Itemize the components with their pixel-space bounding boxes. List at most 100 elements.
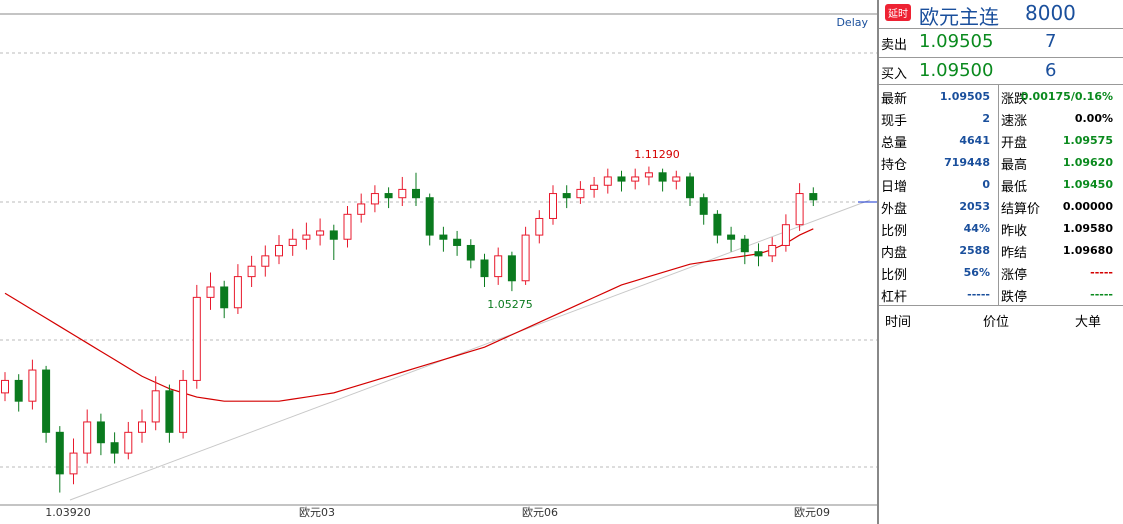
candle-body: [590, 184, 599, 190]
candle-body: [781, 224, 790, 246]
candle-body: [302, 234, 311, 240]
candle-body: [466, 244, 475, 261]
stat-label: 最新: [881, 92, 908, 107]
stat-label: 持仓: [881, 158, 908, 173]
stat-label: 结算价: [1001, 202, 1041, 217]
stat-value: 1.09450: [1062, 178, 1113, 191]
x-tick-label: 欧元09: [794, 506, 830, 519]
candle-body: [740, 238, 749, 253]
candle-body: [439, 234, 448, 240]
candle-body: [110, 442, 119, 454]
candle-body: [727, 234, 736, 240]
moving-average: [4, 228, 814, 402]
stat-value: -----: [1090, 288, 1113, 301]
stat-value: 0.00175/0.16%: [1020, 90, 1113, 103]
stat-value: -----: [967, 288, 990, 301]
stat-value: 2588: [959, 244, 990, 257]
candle-body: [686, 176, 694, 199]
candle-body: [713, 213, 722, 236]
stat-value: 44%: [963, 222, 990, 235]
candle-body: [151, 390, 160, 423]
candle-body: [494, 255, 503, 278]
candle-body: [261, 255, 270, 267]
stat-label: 比例: [881, 224, 908, 239]
stat-value: 1.09620: [1062, 156, 1113, 169]
stat-label: 最高: [1001, 158, 1028, 173]
quote-panel: 延时 欧元主连 8000 卖出 1.09505 7 买入 1.09500 6 时…: [878, 0, 1123, 524]
trades-size-header: 大单: [1075, 315, 1102, 330]
stat-label: 现手: [881, 114, 908, 129]
separator: [879, 305, 1123, 306]
candle-body: [412, 188, 420, 199]
candle-body: [768, 244, 777, 257]
delay-label: Delay: [836, 16, 868, 29]
candle-body: [42, 369, 51, 433]
stat-label: 内盘: [881, 246, 908, 261]
candle-body: [617, 176, 626, 182]
separator: [879, 28, 1123, 29]
candle-body: [288, 238, 297, 246]
candle-body: [165, 390, 174, 433]
candle-body: [644, 172, 653, 178]
candle-body: [206, 286, 215, 298]
candle-body: [96, 421, 105, 444]
stat-value: 0.00000: [1062, 200, 1113, 213]
stat-label: 比例: [881, 268, 908, 283]
stat-value: 2: [982, 112, 990, 125]
candle-body: [631, 176, 640, 182]
stat-value: 1.09680: [1062, 244, 1113, 257]
candle-body: [384, 193, 393, 199]
stat-label: 跌停: [1001, 290, 1028, 305]
candle-body: [603, 176, 612, 186]
candle-body: [1, 379, 9, 394]
chart: Delay 1.11290 1.05275 1.03920 欧元03 欧元06 …: [0, 0, 878, 524]
trades-time-header: 时间: [885, 315, 912, 330]
candle-body: [124, 431, 133, 454]
stat-label: 涨停: [1001, 268, 1028, 283]
candle-body: [343, 213, 352, 240]
candle-body: [658, 172, 667, 182]
title: 欧元主连: [919, 5, 999, 29]
stat-value: 0.00%: [1074, 112, 1113, 125]
candle-body: [809, 193, 818, 201]
stat-label: 总量: [881, 136, 908, 151]
candle-body: [507, 255, 516, 282]
candle-body: [179, 379, 188, 433]
delay-badge: 延时: [885, 4, 911, 21]
trades-price-header: 价位: [983, 315, 1010, 330]
candle-body: [247, 265, 256, 278]
stat-label: 开盘: [1001, 136, 1028, 151]
candle-body: [220, 286, 229, 309]
low-annotation: 1.03920: [45, 506, 91, 519]
stat-label: 速涨: [1001, 114, 1028, 129]
candle-body: [576, 188, 585, 199]
stat-value: 1.09580: [1062, 222, 1113, 235]
candle-body: [192, 296, 201, 381]
stat-value: 0: [982, 178, 990, 191]
stat-value: 1.09575: [1062, 134, 1113, 147]
candle-body: [795, 193, 804, 226]
candle-body: [672, 176, 681, 182]
buy-label: 买入: [881, 67, 908, 82]
candle-body: [357, 203, 366, 215]
candle-body: [754, 251, 763, 257]
x-tick-label: 欧元06: [522, 506, 558, 519]
trend-line: [69, 199, 871, 501]
stat-label: 最低: [1001, 180, 1028, 195]
stat-value: 56%: [963, 266, 990, 279]
sell-volume: 7: [1045, 31, 1057, 52]
stat-value: 719448: [944, 156, 990, 169]
candle-body: [562, 193, 571, 199]
candle-body: [370, 193, 379, 205]
stat-label: 昨收: [1001, 224, 1028, 239]
candle-body: [14, 379, 23, 402]
candle-body: [398, 188, 407, 199]
sell-price: 1.09505: [919, 31, 994, 52]
stat-value: 1.09505: [939, 90, 990, 103]
stat-value: 4641: [959, 134, 990, 147]
stat-label: 杠杆: [881, 290, 908, 305]
low-annotation: 1.05275: [487, 298, 533, 311]
candle-body: [55, 431, 64, 475]
stat-label: 日增: [881, 180, 908, 195]
